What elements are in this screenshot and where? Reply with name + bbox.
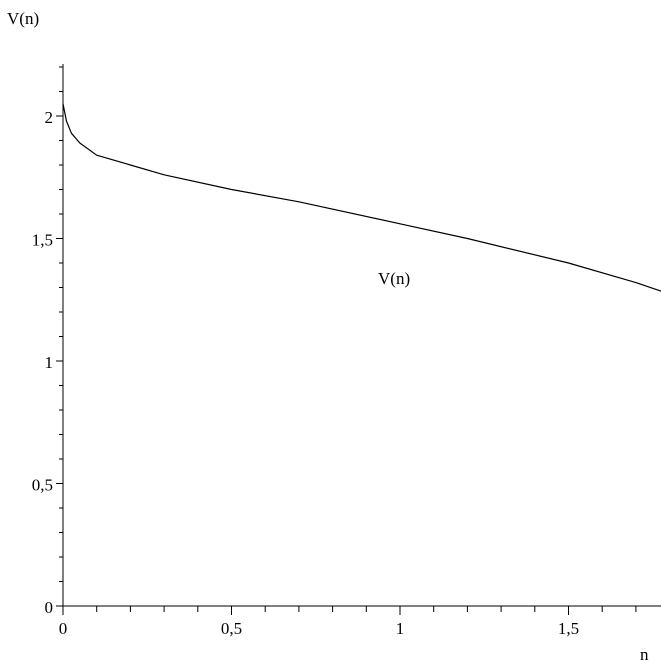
y-tick-label: 1,5 — [32, 231, 53, 250]
y-tick-label: 1 — [45, 353, 54, 372]
x-tick-label: 1,5 — [558, 619, 579, 638]
y-tick-label: 2 — [45, 108, 54, 127]
x-tick-label: 0 — [59, 619, 68, 638]
x-tick-label: 1 — [396, 619, 405, 638]
y-tick-label: 0,5 — [32, 476, 53, 495]
series-label: V(n) — [378, 269, 410, 288]
axes — [62, 64, 661, 607]
series-group — [62, 103, 661, 292]
y-axis-label: V(n) — [7, 9, 39, 28]
series-line — [62, 103, 661, 292]
tick-labels: 00,511,522,5300,511,52 — [32, 108, 579, 638]
y-tick-label: 0 — [45, 598, 54, 617]
x-axis-label: n — [640, 645, 649, 664]
ticks — [56, 66, 637, 615]
x-tick-label: 0,5 — [221, 619, 242, 638]
